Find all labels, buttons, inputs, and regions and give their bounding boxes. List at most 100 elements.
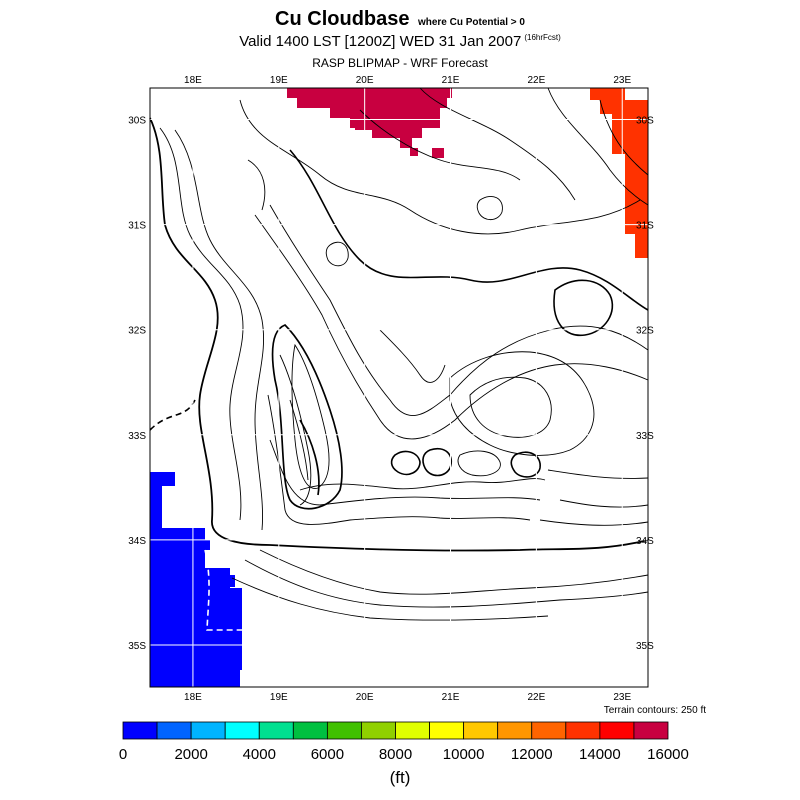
valid-time: Valid 1400 LST [1200Z] WED 31 Jan 2007 (1…: [0, 33, 800, 50]
cloudbase-cell: [590, 88, 625, 100]
cloudbase-cell: [287, 88, 452, 98]
colorbar-swatch: [395, 721, 430, 740]
cloudbase-cell: [150, 588, 242, 618]
cloudbase-cells: [150, 88, 648, 687]
map-title: Cu Cloudbase where Cu Potential > 0: [0, 8, 800, 31]
map-frame: [149, 87, 649, 688]
top-lon-label: 23E: [613, 75, 631, 86]
left-lat-label: 35S: [128, 641, 146, 652]
terrain-contour: [449, 351, 595, 456]
cloudbase-cell: [432, 148, 444, 158]
terrain-contour: [476, 196, 503, 221]
cloudbase-cell: [150, 486, 162, 528]
top-lon-label: 22E: [527, 75, 545, 86]
cloudbase-cell: [372, 128, 422, 138]
colorbar-tick-label: 0: [119, 746, 127, 763]
cloudbase-cell: [190, 540, 210, 550]
bottom-lon-label: 19E: [270, 692, 288, 703]
terrain-contour: [359, 109, 521, 181]
cloudbase-cell: [150, 472, 175, 486]
cloudbase-cell: [150, 648, 242, 670]
colorbar-swatch: [463, 721, 499, 740]
terrain-contour: [390, 450, 421, 476]
left-lat-label: 34S: [128, 536, 146, 547]
colorbar-tick-label: 2000: [174, 746, 207, 763]
terrain-contour: [159, 127, 244, 521]
colorbar-tick-label: 12000: [511, 746, 553, 763]
cloudbase-cell: [150, 618, 242, 648]
bottom-lon-label: 21E: [442, 692, 460, 703]
bottom-lon-label: 20E: [356, 692, 374, 703]
terrain-contour: [254, 214, 649, 440]
terrain-contour: [247, 159, 266, 211]
right-lat-label: 32S: [636, 326, 654, 337]
left-lat-label: 32S: [128, 326, 146, 337]
colorbar-swatch: [224, 721, 260, 740]
left-lat-label: 33S: [128, 431, 146, 442]
terrain-contour: [457, 450, 501, 477]
terrain-contour: [289, 149, 649, 311]
title-main-text: Cu Cloudbase: [275, 8, 410, 30]
terrain-contour: [325, 241, 349, 267]
bottom-lon-label: 22E: [527, 692, 545, 703]
cloudbase-cell: [625, 154, 648, 234]
colorbar-swatch: [122, 721, 158, 740]
colorbar-swatch: [361, 721, 396, 740]
bottom-lon-label: 18E: [184, 692, 202, 703]
colorbar-swatch: [326, 721, 362, 740]
terrain-contour: [271, 324, 343, 510]
colorbar-tick-label: 4000: [243, 746, 276, 763]
terrain-contour: [204, 549, 242, 631]
terrain-contour: [547, 87, 649, 206]
terrain-contour: [559, 499, 649, 508]
top-lon-label: 20E: [356, 75, 374, 86]
colorbar-tick-label: 8000: [379, 746, 412, 763]
top-lon-label: 19E: [270, 75, 288, 86]
colorbar-swatch: [156, 721, 192, 740]
terrain-contour: [269, 204, 649, 416]
cloudbase-cell: [400, 138, 412, 148]
cloudbase-cell: [600, 100, 648, 114]
cloudbase-cell: [370, 88, 420, 110]
terrain-contour: [299, 419, 320, 496]
terrain-contour: [599, 99, 649, 176]
terrain-contour: [279, 354, 312, 506]
right-lat-label: 33S: [636, 431, 654, 442]
forecast-hour: (16hrFcst): [524, 33, 561, 42]
colorbar-swatch: [531, 721, 567, 740]
right-lat-label: 35S: [636, 641, 654, 652]
cloudbase-cell: [378, 108, 418, 130]
colorbar-units: (ft): [389, 768, 411, 787]
colorbar: 0 2000 4000 6000 8000 10000 12000 14000 16000: [119, 721, 689, 763]
cloudbase-cell: [635, 234, 648, 258]
colorbar-tick-label: 10000: [443, 746, 485, 763]
title-qualifier: where Cu Potential > 0: [417, 17, 525, 28]
right-lat-label: 34S: [636, 536, 654, 547]
terrain-contour: [547, 469, 649, 479]
terrain-contour: [269, 439, 541, 506]
terrain-contour: [553, 279, 614, 337]
cloudbase-cell: [205, 575, 235, 587]
colorbar-swatch: [599, 721, 635, 740]
axis-labels: 18E 19E 20E 21E 22E 23E 18E 19E 20E 21E 22E 23E 30S 3…: [128, 75, 654, 703]
terrain-contour: [539, 519, 649, 526]
top-lon-label: 21E: [442, 75, 460, 86]
terrain-contour: [259, 549, 649, 595]
colorbar-tick-label: 6000: [311, 746, 344, 763]
colorbar-swatch: [497, 721, 533, 740]
terrain-contour: [239, 99, 641, 235]
colorbar-tick-label: 16000: [647, 746, 689, 763]
cloudbase-cell: [160, 540, 180, 550]
cloudbase-cell: [612, 114, 648, 154]
bottom-lon-label: 23E: [613, 692, 631, 703]
terrain-contour: [174, 129, 265, 531]
terrain-contour: [510, 451, 541, 478]
terrain-contour: [149, 117, 649, 552]
valid-time-text: Valid 1400 LST [1200Z] WED 31 Jan 2007: [239, 33, 522, 50]
terrain-contour: [149, 399, 196, 431]
colorbar-swatch: [258, 721, 294, 740]
right-lat-label: 30S: [636, 116, 654, 127]
left-lat-label: 31S: [128, 221, 146, 232]
terrain-contour: [422, 448, 452, 477]
